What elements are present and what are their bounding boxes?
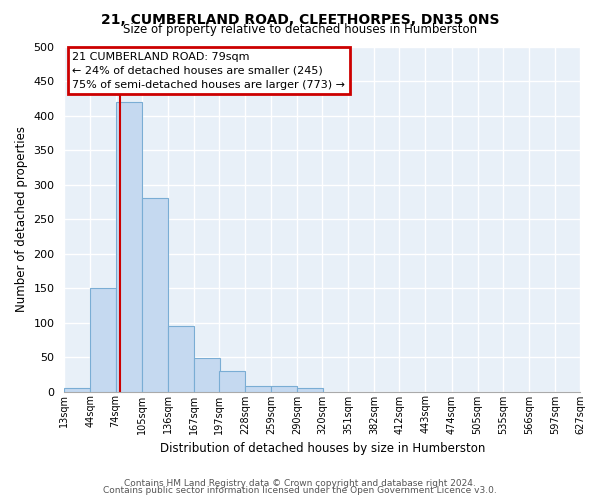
Bar <box>271 386 297 392</box>
Bar <box>91 288 116 392</box>
Bar <box>245 386 271 392</box>
Text: 21 CUMBERLAND ROAD: 79sqm
← 24% of detached houses are smaller (245)
75% of semi: 21 CUMBERLAND ROAD: 79sqm ← 24% of detac… <box>72 52 345 90</box>
Bar <box>116 102 142 392</box>
Bar <box>194 358 220 392</box>
Text: Contains HM Land Registry data © Crown copyright and database right 2024.: Contains HM Land Registry data © Crown c… <box>124 478 476 488</box>
Bar <box>64 388 91 392</box>
Text: Contains public sector information licensed under the Open Government Licence v3: Contains public sector information licen… <box>103 486 497 495</box>
Text: Size of property relative to detached houses in Humberston: Size of property relative to detached ho… <box>123 22 477 36</box>
Text: 21, CUMBERLAND ROAD, CLEETHORPES, DN35 0NS: 21, CUMBERLAND ROAD, CLEETHORPES, DN35 0… <box>101 12 499 26</box>
Bar <box>167 326 194 392</box>
Y-axis label: Number of detached properties: Number of detached properties <box>15 126 28 312</box>
X-axis label: Distribution of detached houses by size in Humberston: Distribution of detached houses by size … <box>160 442 485 455</box>
Bar <box>142 198 167 392</box>
Bar <box>297 388 323 392</box>
Bar <box>219 371 245 392</box>
